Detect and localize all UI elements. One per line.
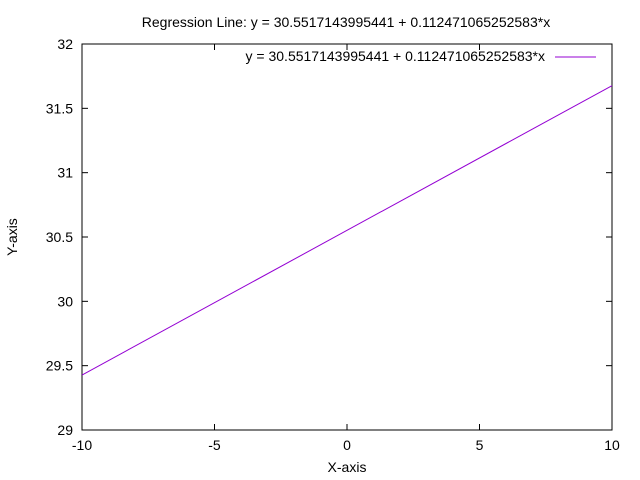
y-axis-label: Y-axis bbox=[4, 218, 20, 256]
y-tick-label: 30 bbox=[57, 293, 73, 309]
y-tick-label: 31 bbox=[57, 165, 73, 181]
x-axis-ticks: -10 -5 0 5 10 bbox=[72, 44, 620, 453]
y-tick-label: 32 bbox=[57, 36, 73, 52]
x-tick-label: -5 bbox=[208, 437, 221, 453]
y-tick-label: 29 bbox=[57, 422, 73, 438]
y-axis-ticks: 29 29.5 30 30.5 31 31.5 32 bbox=[46, 36, 612, 438]
regression-line bbox=[81, 85, 613, 376]
x-tick-label: 5 bbox=[476, 437, 484, 453]
plot-frame bbox=[81, 43, 613, 431]
chart-title: Regression Line: y = 30.5517143995441 + … bbox=[142, 14, 550, 30]
y-tick-label: 30.5 bbox=[46, 229, 73, 245]
y-tick-label: 31.5 bbox=[46, 100, 73, 116]
y-tick-label: 29.5 bbox=[46, 358, 73, 374]
legend-label: y = 30.5517143995441 + 0.112471065252583… bbox=[246, 48, 545, 64]
x-tick-label: 10 bbox=[604, 437, 620, 453]
x-axis-label: X-axis bbox=[328, 459, 367, 475]
legend: y = 30.5517143995441 + 0.112471065252583… bbox=[246, 48, 596, 64]
x-tick-label: 0 bbox=[343, 437, 351, 453]
series-layer bbox=[81, 85, 613, 376]
x-tick-label: -10 bbox=[72, 437, 92, 453]
